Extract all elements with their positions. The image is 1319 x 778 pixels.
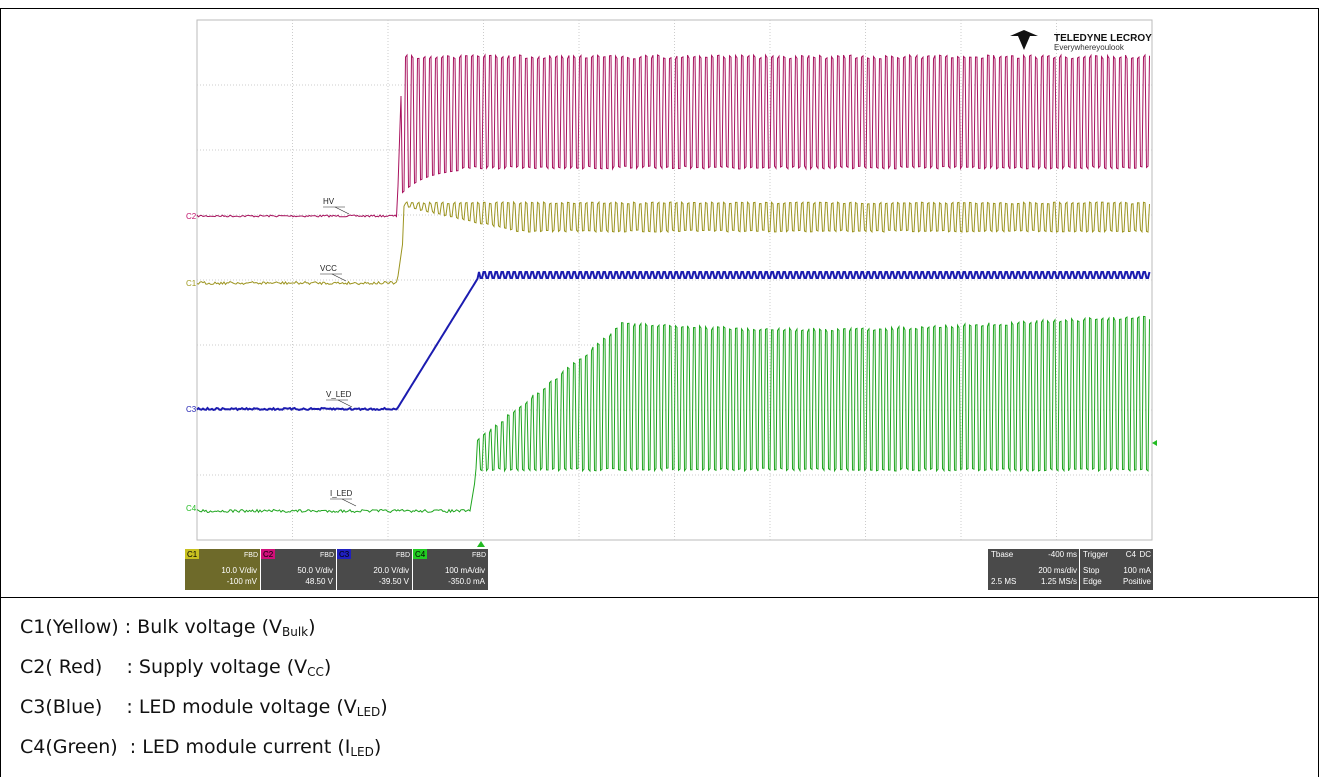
caption-end: ) — [308, 616, 316, 638]
caption-line: C2( Red) : Supply voltage (VCC) — [20, 656, 331, 679]
screen-bg — [185, 12, 1155, 592]
caption-line: C3(Blue) : LED module voltage (VLED) — [20, 696, 388, 719]
trace-label: VCC — [320, 264, 337, 273]
channel-badge: FBD — [244, 552, 258, 559]
channel-tag — [413, 549, 427, 559]
trigger-label: Trigger — [1083, 550, 1108, 559]
waveforms: C2 HV C1 VCC C3 V_LED C4 I_LED — [186, 53, 1157, 547]
channel-tag — [185, 549, 199, 559]
label-leader — [337, 399, 353, 408]
label-leader — [334, 206, 350, 215]
channel-name: C2 — [263, 550, 274, 559]
trace-label: V_LED — [326, 390, 352, 399]
channel-marker: C3 — [186, 405, 197, 414]
caption-end: ) — [373, 736, 382, 758]
channel-offset: -39.50 V — [379, 577, 410, 586]
trigger-box — [1080, 549, 1153, 590]
caption-line: C1(Yellow) : Bulk voltage (VBulk) — [20, 616, 316, 639]
caption-text: C1(Yellow) : Bulk voltage (V — [20, 616, 282, 638]
timebase-scale: 200 ms/div — [1038, 566, 1077, 575]
trigger-source: C4 — [1126, 550, 1137, 559]
oscilloscope-screen: C2 HV C1 VCC C3 V_LED C4 I_LED TELEDYNE LECROY … — [185, 12, 1157, 592]
trigger-level-text: 100 mA — [1123, 566, 1151, 575]
channel-scale: 10.0 V/div — [221, 566, 257, 575]
logo: TELEDYNE LECROY Everywhereyoulook — [1010, 30, 1152, 52]
channel-offset: -100 mV — [227, 577, 258, 586]
trace-label: HV — [323, 197, 335, 206]
channel-marker: C1 — [186, 279, 197, 288]
channel-badge: FBD — [472, 552, 486, 559]
timebase-box — [988, 549, 1079, 590]
caption-sub: LED — [356, 705, 381, 719]
row-divider — [0, 597, 1319, 598]
waveform — [196, 200, 1150, 286]
label-leader — [341, 498, 357, 507]
caption-line: C4(Green) : LED module current (ILED) — [20, 736, 381, 759]
channel-offset: -350.0 mA — [448, 577, 486, 586]
caption-end: ) — [323, 656, 332, 678]
timebase-label: Tbase — [991, 550, 1014, 559]
channel-offset: 48.50 V — [305, 577, 333, 586]
channel-scale: 50.0 V/div — [297, 566, 333, 575]
channel-badge: FBD — [320, 552, 334, 559]
trigger-marker — [477, 541, 485, 547]
label-leader — [331, 273, 347, 282]
trace-label: I_LED — [330, 489, 352, 498]
caption-text: C3(Blue) : LED module voltage (V — [20, 696, 357, 718]
channel-tag — [261, 549, 275, 559]
trigger-mode: Stop — [1083, 566, 1100, 575]
channel-name: C1 — [187, 550, 198, 559]
trigger-level — [1152, 440, 1157, 446]
waveform — [196, 53, 1150, 218]
channel-marker: C4 — [186, 504, 197, 513]
caption-text: C4(Green) : LED module current (I — [20, 736, 351, 758]
caption-text: C2( Red) : Supply voltage (V — [20, 656, 308, 678]
caption-end: ) — [380, 696, 388, 718]
caption-sub: LED — [350, 745, 374, 759]
waveform — [196, 271, 1151, 412]
timebase-delay: -400 ms — [1048, 550, 1077, 559]
waveform — [196, 315, 1150, 514]
logo-tagline: Everywhereyoulook — [1054, 43, 1125, 52]
channel-name: C4 — [415, 550, 426, 559]
channel-marker: C2 — [186, 212, 197, 221]
logo-icon — [1010, 30, 1038, 50]
trigger-slope: Positive — [1123, 577, 1152, 586]
channel-name: C3 — [339, 550, 350, 559]
timebase-rate: 1.25 MS/s — [1041, 577, 1077, 586]
channel-badge: FBD — [396, 552, 410, 559]
trigger-type: Edge — [1083, 577, 1102, 586]
caption-sub: CC — [307, 665, 324, 679]
channel-scale: 100 mA/div — [445, 566, 485, 575]
timebase-samples: 2.5 MS — [991, 577, 1016, 586]
status-bar: C1 FBD 10.0 V/div -100 mV C2 FBD 50.0 V/div 48.… — [185, 549, 1153, 590]
caption-sub: Bulk — [282, 625, 309, 639]
channel-tag — [337, 549, 351, 559]
trigger-coupling: DC — [1139, 550, 1151, 559]
logo-brand: TELEDYNE LECROY — [1054, 33, 1152, 44]
channel-scale: 20.0 V/div — [373, 566, 409, 575]
